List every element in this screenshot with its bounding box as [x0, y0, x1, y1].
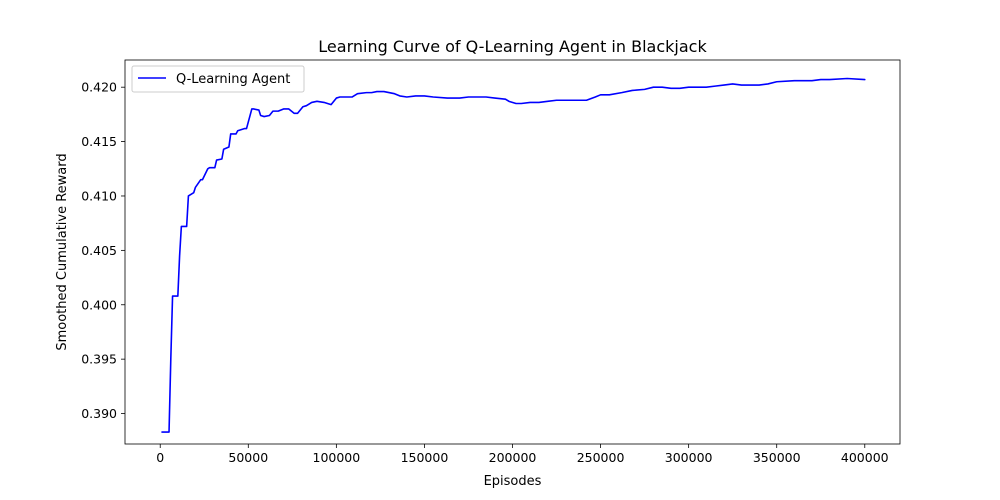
x-tick-label: 300000	[665, 450, 713, 465]
x-tick-label: 0	[156, 450, 164, 465]
x-tick-label: 50000	[228, 450, 268, 465]
x-axis: 0 50000 100000 150000 200000 250000 300000 3500…	[156, 444, 889, 465]
legend-label: Q-Learning Agent	[176, 72, 290, 87]
y-tick-label: 0.415	[81, 134, 117, 149]
legend-box	[131, 65, 305, 93]
x-axis-title: Episodes	[484, 474, 542, 489]
chart-title: Learning Curve of Q-Learning Agent in Bl…	[318, 37, 707, 56]
series-line-q-learning-agent	[161, 77, 866, 433]
y-axis: 0.390 0.395 0.400 0.405 0.410 0.415 0.420	[81, 80, 125, 421]
y-tick-label: 0.420	[81, 80, 117, 95]
plot-area	[125, 60, 900, 444]
y-tick-label: 0.410	[81, 188, 117, 203]
x-tick-label: 200000	[489, 450, 537, 465]
y-tick-label: 0.400	[81, 297, 117, 312]
series-layer	[161, 77, 866, 433]
x-tick-label: 150000	[401, 450, 449, 465]
legend: Q-Learning Agent	[131, 65, 305, 93]
y-axis-title: Smoothed Cumulative Reward	[55, 153, 70, 350]
y-tick-label: 0.395	[81, 352, 117, 367]
x-tick-label: 100000	[313, 450, 361, 465]
x-tick-label: 350000	[753, 450, 801, 465]
y-tick-label: 0.390	[81, 406, 117, 421]
x-tick-label: 250000	[577, 450, 625, 465]
y-tick-label: 0.405	[81, 243, 117, 258]
x-tick-label: 400000	[841, 450, 889, 465]
